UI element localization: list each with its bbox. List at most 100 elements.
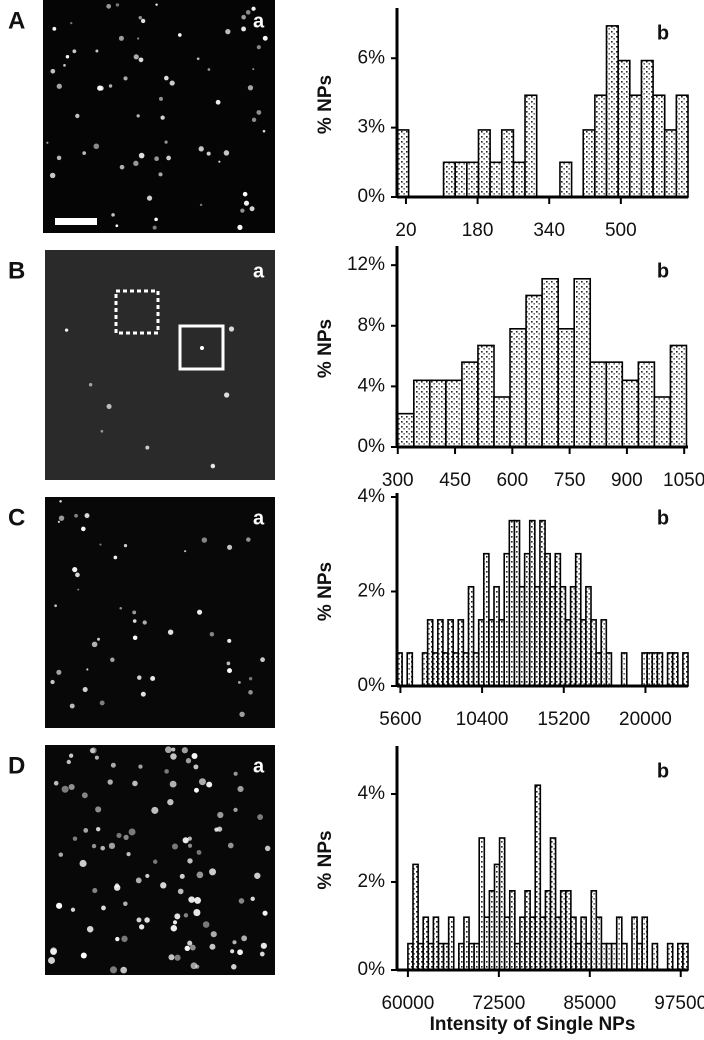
particle: [198, 146, 204, 152]
micrograph: [43, 0, 275, 233]
particle: [262, 129, 266, 133]
particle: [110, 657, 115, 663]
particle: [172, 920, 178, 925]
bar: [445, 379, 463, 448]
bar: [429, 379, 447, 448]
particle: [136, 37, 140, 40]
particle: [93, 143, 100, 150]
particle: [90, 747, 97, 754]
y-tick-label: 3%: [358, 117, 386, 138]
y-tick-label: 0%: [358, 959, 386, 980]
particle: [121, 935, 128, 942]
particle: [249, 206, 255, 212]
particle: [223, 150, 230, 156]
bar: [656, 652, 664, 687]
chart-label: b: [657, 22, 669, 44]
bar: [669, 344, 688, 448]
micrograph: [45, 745, 275, 975]
particle: [58, 852, 64, 857]
particle: [223, 392, 230, 398]
particle: [171, 843, 178, 850]
particle: [233, 807, 238, 813]
particle: [107, 779, 113, 785]
particle: [252, 68, 255, 71]
bar: [617, 59, 631, 198]
particle: [259, 951, 265, 957]
particle: [160, 882, 167, 889]
particle: [54, 604, 57, 608]
particle: [151, 806, 159, 814]
x-tick-label: 60000: [381, 993, 434, 1014]
particle: [145, 445, 150, 450]
panel-label: D: [8, 752, 25, 779]
particle: [96, 827, 101, 832]
particle: [232, 940, 237, 945]
particle: [206, 781, 213, 788]
bar: [557, 327, 575, 448]
particle: [72, 49, 77, 54]
x-tick-label: 300: [382, 470, 414, 491]
particle: [184, 550, 187, 553]
particle: [250, 896, 255, 902]
bar: [500, 129, 515, 198]
bar: [641, 916, 649, 971]
x-tick-label: 97500: [654, 993, 704, 1014]
particle: [194, 896, 202, 904]
particle: [227, 544, 233, 550]
particle: [97, 85, 103, 91]
x-tick-label: 5600: [379, 709, 421, 730]
particle: [82, 686, 88, 693]
particle: [50, 68, 56, 74]
particle: [132, 635, 138, 641]
particle: [111, 213, 115, 217]
particle: [154, 217, 158, 222]
particle: [152, 225, 157, 230]
bar: [442, 161, 456, 198]
particle: [181, 747, 188, 754]
particle: [201, 537, 208, 543]
bar: [396, 412, 415, 448]
particle: [185, 758, 192, 764]
particle: [70, 21, 73, 25]
particle: [53, 780, 59, 786]
x-tick-label: 340: [533, 220, 565, 241]
particle: [196, 609, 203, 615]
particle: [64, 328, 69, 332]
x-tick-label: 180: [462, 220, 494, 241]
bar: [413, 379, 431, 448]
particle: [187, 836, 192, 841]
particle: [184, 945, 190, 952]
particle: [262, 35, 268, 41]
particle: [209, 631, 215, 637]
particle: [118, 35, 124, 41]
particle: [63, 64, 66, 67]
particle: [137, 675, 142, 680]
bar: [594, 94, 608, 198]
particle: [146, 195, 153, 201]
bar: [447, 916, 455, 971]
image-label: a: [253, 260, 265, 282]
particle: [167, 798, 174, 806]
panel-label: B: [8, 257, 25, 284]
image-label: a: [253, 755, 265, 777]
particle: [196, 57, 200, 61]
particle: [86, 925, 94, 933]
chart-label: b: [657, 507, 669, 529]
chart-label: b: [657, 260, 669, 282]
particle: [79, 859, 87, 868]
particle: [100, 845, 106, 851]
particle: [139, 924, 145, 930]
particle: [61, 785, 69, 793]
particle: [237, 680, 241, 684]
particle: [101, 905, 106, 911]
particle: [166, 155, 171, 161]
particle: [168, 954, 175, 961]
particle: [56, 83, 62, 89]
particle: [247, 85, 254, 91]
particle: [225, 28, 231, 35]
x-tick-label: 85000: [563, 993, 616, 1014]
particle: [77, 588, 80, 591]
bar: [509, 327, 527, 448]
particle: [84, 513, 90, 519]
particle: [95, 49, 99, 53]
